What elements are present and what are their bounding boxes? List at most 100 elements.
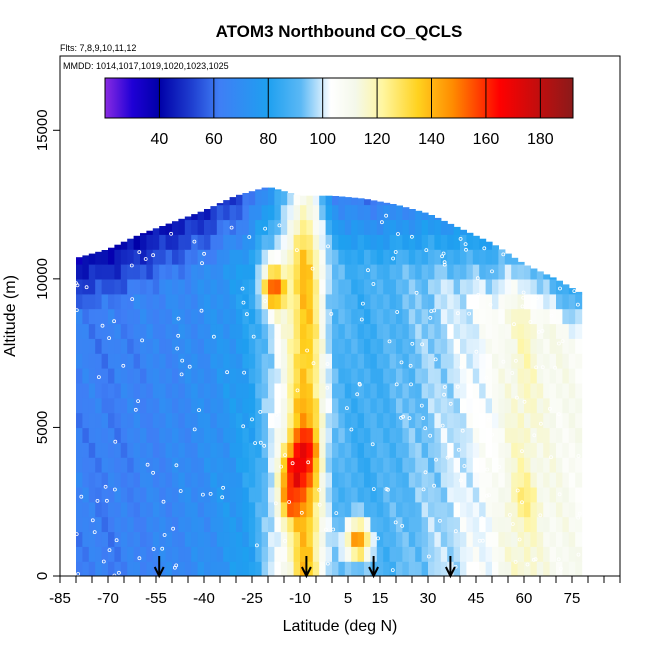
heatmap-cell [370,353,378,369]
heatmap-cell [402,546,410,562]
sample-dot [145,462,150,467]
heatmap-cell [389,531,397,547]
y-axis-tick-label: 15000 [34,109,51,151]
heatmap-cell [357,486,365,503]
heatmap-cell [524,397,531,414]
heatmap-cell [146,264,154,280]
heatmap-cell [568,293,576,310]
sample-dot [484,375,489,380]
heatmap-cell [332,196,339,206]
heatmap-cell [140,531,147,547]
heatmap-cell [421,293,429,310]
heatmap-cell [351,204,359,221]
sample-dot [462,464,467,468]
heatmap-cell [146,516,154,533]
heatmap-cell [236,546,243,562]
sample-dot [179,372,184,377]
heatmap-cell [165,412,173,429]
sample-dot [103,484,108,489]
heatmap-cell [242,546,250,562]
heatmap-cell [140,382,147,399]
heatmap-cell [165,264,173,280]
heatmap-cell [498,516,506,533]
heatmap-cell [376,472,384,488]
x-axis-tick-label: -85 [49,590,71,607]
heatmap-cell [472,382,480,399]
heatmap-cell [210,397,218,414]
heatmap-cell [255,382,263,399]
heatmap-cell [152,308,160,325]
sample-dot [176,333,181,338]
sample-dot [294,248,299,253]
heatmap-cell [575,546,583,562]
heatmap-cell [383,501,391,518]
heatmap-cell [165,457,173,473]
heatmap-cell [344,516,352,533]
heatmap-cell [133,546,141,562]
heatmap-cell [95,486,103,503]
heatmap-cell [255,516,263,533]
heatmap-cell [357,198,365,206]
heatmap-cell [280,427,288,443]
sample-dot [283,539,287,543]
heatmap-cell [479,561,487,576]
heatmap-cell [504,278,512,295]
heatmap-cell [204,338,211,354]
heatmap-cell [453,323,461,339]
sample-dot [576,515,581,520]
heatmap-cell [332,412,339,429]
heatmap-cell [351,486,359,503]
heatmap-cell [287,353,295,369]
heatmap-cell [440,293,448,310]
heatmap-cell [453,531,461,547]
heatmap-cell [453,546,461,562]
heatmap-cell [191,249,199,265]
heatmap-cell [428,219,435,235]
heatmap-cell [421,531,429,547]
heatmap-cell [133,516,141,533]
heatmap-cell [338,338,346,354]
heatmap-cell [568,427,576,443]
heatmap-cell [95,472,103,488]
heatmap-cell [338,353,346,369]
heatmap-cell [120,338,128,354]
heatmap-cell [556,472,563,488]
heatmap-cell [344,486,352,503]
heatmap-cell [408,323,416,339]
heatmap-cell [504,516,512,533]
heatmap-cell [140,249,147,265]
sample-dot [137,556,142,561]
heatmap-cell [140,472,147,488]
heatmap-cell [479,238,487,250]
heatmap-cell [447,308,455,325]
sample-dot [480,538,485,543]
sample-dot [90,518,95,523]
heatmap-cell [434,353,442,369]
heatmap-cell [120,427,128,443]
heatmap-cell [466,232,474,235]
heatmap-cell [191,516,199,533]
heatmap-cell [357,546,365,562]
sample-dot [442,260,447,265]
heatmap-cell [172,457,179,473]
heatmap-cell [159,226,167,235]
heatmap-cell [236,264,243,280]
heatmap-cell [178,382,186,399]
heatmap-cell [88,472,96,488]
heatmap-cell [325,323,333,339]
heatmap-cell [562,457,570,473]
heatmap-cell [229,486,237,503]
heatmap-cell [88,338,96,354]
heatmap-cell [172,531,179,547]
heatmap-cell [280,368,288,384]
heatmap-cell [300,427,307,443]
heatmap-cell [338,472,346,488]
heatmap-cell [472,338,480,354]
heatmap-cell [344,308,352,325]
heatmap-cell [300,264,307,280]
heatmap-cell [223,397,231,414]
heatmap-cell [472,293,480,310]
heatmap-cell [223,338,231,354]
sample-dot [410,341,415,346]
heatmap-cell [274,219,282,235]
